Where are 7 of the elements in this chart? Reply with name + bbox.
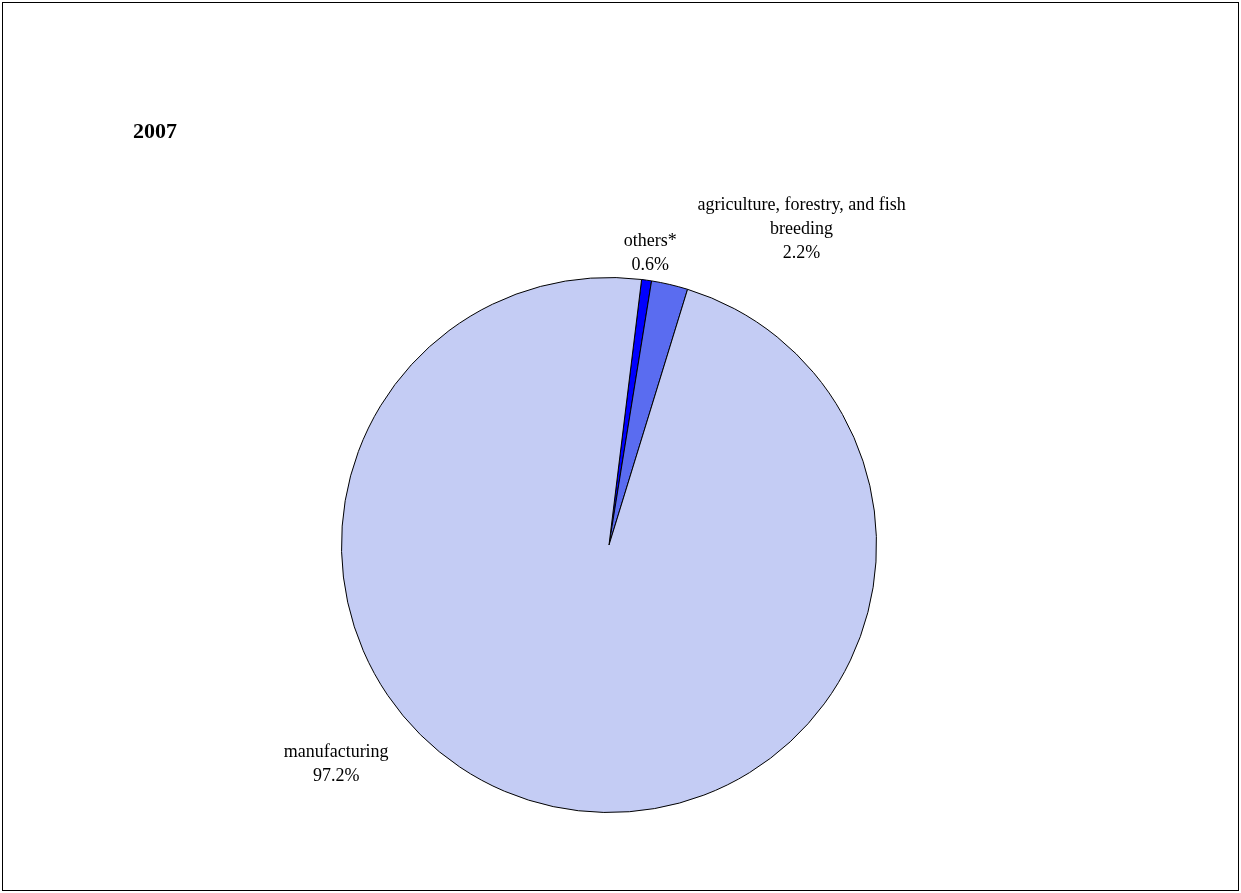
chart-title: 2007 bbox=[133, 118, 177, 144]
slice-label: others* bbox=[623, 230, 677, 251]
data-label: 97.2% bbox=[312, 765, 360, 786]
data-label: 0.6% bbox=[631, 254, 670, 275]
slice-label: manufacturing bbox=[283, 741, 389, 762]
data-label: 2.2% bbox=[782, 242, 821, 263]
slice-label: agriculture, forestry, and fish breeding bbox=[697, 194, 906, 239]
